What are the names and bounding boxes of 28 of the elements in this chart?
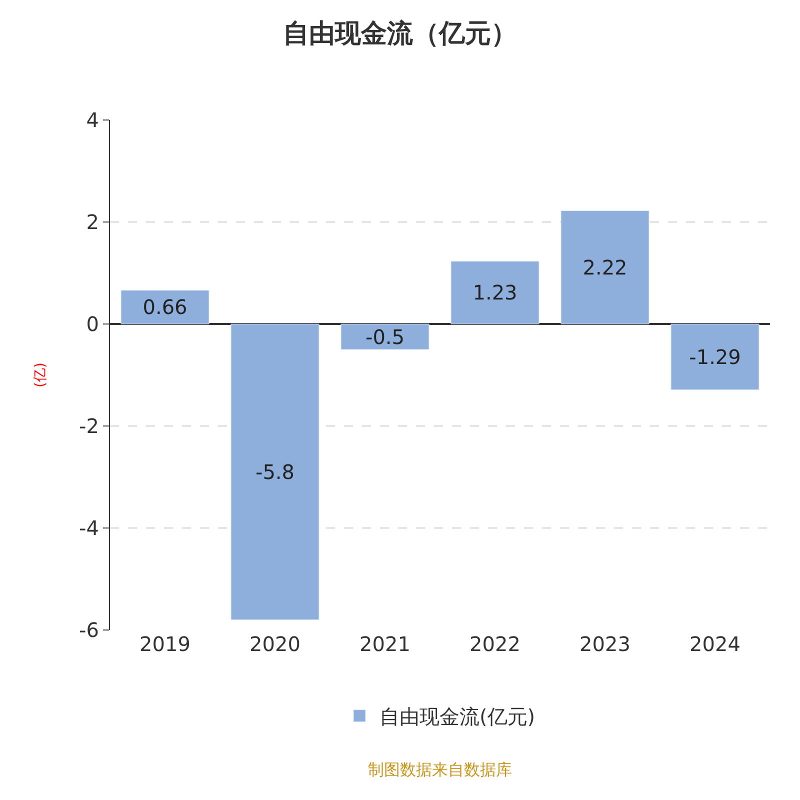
bar <box>340 324 430 350</box>
x-tick-label: 2019 <box>140 632 190 656</box>
y-tick-label: 0 <box>86 312 99 336</box>
chart-title: 自由现金流（亿元） <box>283 19 517 50</box>
x-tick-label: 2020 <box>250 632 300 656</box>
data-label: 0.66 <box>142 295 188 320</box>
text: 制图数据来自数据库 <box>368 760 512 779</box>
data-label: -5.8 <box>255 460 295 484</box>
data-label: -0.5 <box>365 324 405 349</box>
bar <box>120 290 210 324</box>
y-tick-label: 4 <box>86 108 99 132</box>
legend-label: 自由现金流(亿元) <box>380 704 536 729</box>
data-label: -1.29 <box>689 344 741 369</box>
bar <box>670 324 760 390</box>
y-tick-label: -4 <box>79 516 99 540</box>
bar <box>560 210 650 324</box>
x-tick-label: 2021 <box>360 632 410 656</box>
y-tick-label: -6 <box>79 618 99 642</box>
x-tick-label: 2024 <box>690 632 740 656</box>
data-label: 2.22 <box>582 255 628 280</box>
data-label: 1.23 <box>472 280 518 305</box>
y-tick-label: -2 <box>79 414 99 438</box>
x-tick-label: 2022 <box>470 632 520 656</box>
y-tick-label: 2 <box>86 210 99 234</box>
y-axis-title: (亿) <box>32 362 49 388</box>
bar <box>230 324 320 620</box>
x-tick-label: 2023 <box>580 632 630 656</box>
bar <box>450 261 540 324</box>
